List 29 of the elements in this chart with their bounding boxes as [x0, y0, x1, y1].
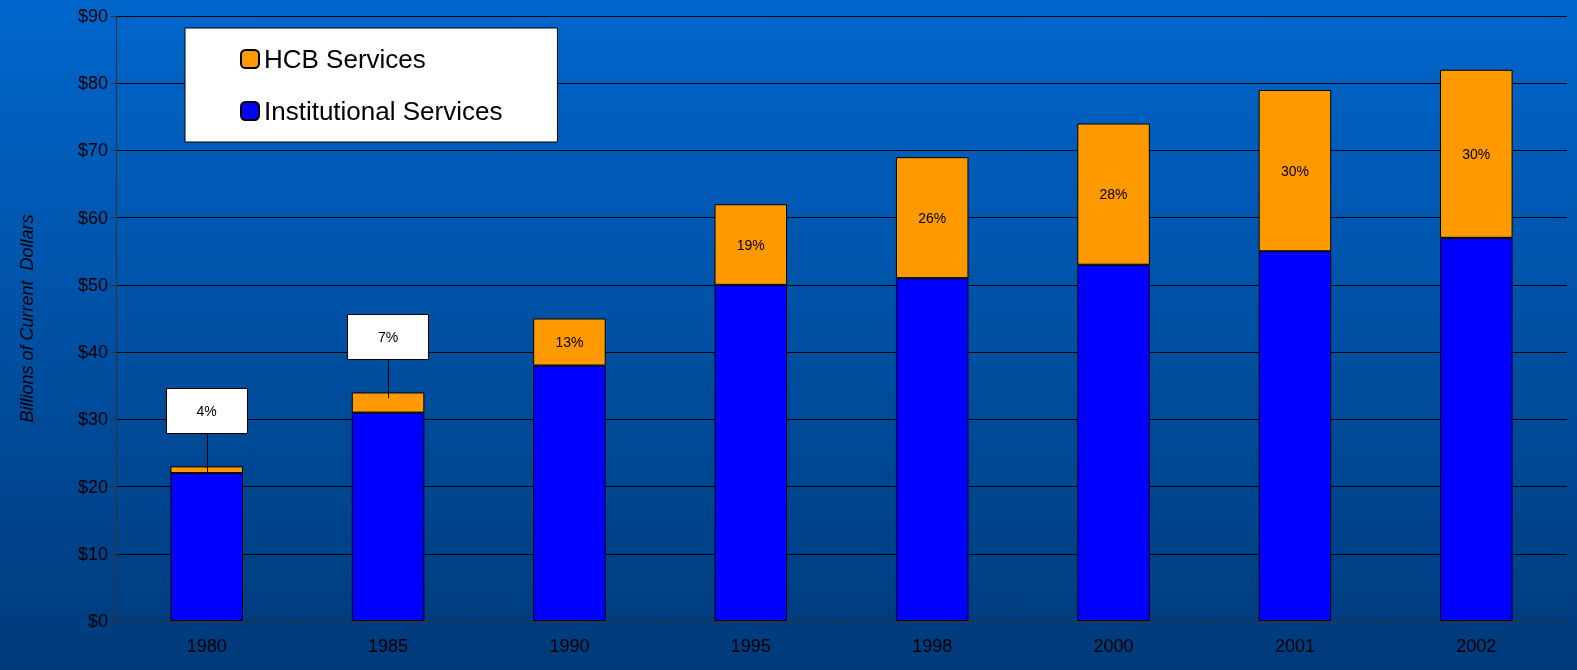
y-tick-label: $80 [77, 73, 108, 94]
y-tick-label: $0 [87, 611, 108, 631]
y-tick-label: $10 [77, 543, 108, 564]
y-axis-title: Billions of Current Dollars [17, 214, 37, 423]
x-tick-label: 2000 [1093, 636, 1134, 656]
x-tick-label: 1995 [730, 636, 771, 656]
y-tick-label: $50 [77, 274, 108, 295]
legend-label: Institutional Services [264, 96, 503, 126]
legend-label: HCB Services [264, 44, 426, 74]
annotation: 7% [377, 329, 399, 346]
annotation: 26% [918, 209, 947, 226]
annotation: 30% [1462, 145, 1491, 162]
x-tick-label: 1998 [912, 636, 953, 656]
y-tick-label: $60 [77, 207, 108, 228]
y-tick-label: $70 [77, 140, 108, 161]
x-tick-label: 1980 [186, 636, 227, 656]
x-tick-label: 2002 [1456, 636, 1497, 656]
annotation: 28% [1099, 186, 1128, 203]
annotation: 30% [1280, 162, 1309, 179]
x-tick-label: 1990 [549, 636, 590, 656]
annotation: 4% [196, 403, 217, 420]
y-tick-label: $40 [77, 342, 108, 363]
x-tick-label: 2001 [1274, 636, 1315, 656]
x-tick-label: 1985 [368, 636, 409, 656]
y-tick-label: $20 [77, 476, 108, 497]
annotation: 13% [555, 334, 584, 351]
annotation: 19% [736, 236, 765, 253]
y-tick-label: $90 [77, 6, 108, 26]
y-tick-label: $30 [77, 409, 108, 430]
